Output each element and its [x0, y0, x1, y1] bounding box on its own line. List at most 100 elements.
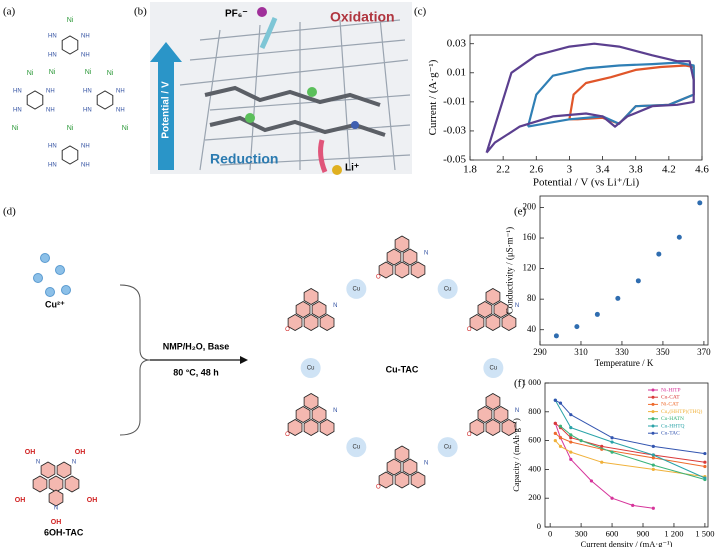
y-tick-label: 200 [528, 492, 541, 502]
series-marker [651, 506, 655, 510]
framework-ring [386, 248, 402, 266]
framework-ring [378, 261, 394, 279]
point [574, 324, 580, 330]
legend-label: Cu-CAT [661, 394, 680, 400]
framework-ring [295, 406, 311, 423]
framework-ring [394, 235, 410, 253]
point [635, 278, 641, 284]
legend-marker [651, 417, 655, 421]
product-label: Cu-TAC [386, 364, 419, 374]
series-marker [651, 453, 655, 457]
framework-ring [469, 419, 485, 436]
atom [307, 87, 317, 97]
n-label: N [72, 460, 76, 466]
legend-marker [651, 424, 655, 428]
cu-label: Cu [307, 366, 315, 372]
ni-label: Ni [67, 17, 74, 24]
conditions: NMP/H₂O, Base [163, 341, 230, 351]
x-axis-label: Temperature / K [595, 358, 654, 368]
ni-label: Ni [85, 69, 92, 76]
cu-label: Cu [444, 286, 452, 292]
series-marker [651, 463, 655, 467]
framework-ring [311, 406, 327, 423]
hn-label: HN [83, 89, 92, 95]
y-tick-label: 0.01 [447, 66, 466, 78]
conditions: 80 °C, 48 h [173, 367, 219, 377]
cu-ion [33, 273, 43, 283]
x-axis-label: Potential / V (vs Li⁺/Li) [533, 177, 640, 189]
legend-label: Cu₃(HHTP)(THQ) [661, 408, 702, 415]
benzene-ring [96, 90, 114, 110]
panel-d: NMP/H₂O, Base 80 °C, 48 h Cu²⁺ 6OH-TAC C… [44, 284, 419, 537]
x-axis-label: Current density / (mA·g⁻¹) [581, 539, 673, 547]
point [676, 234, 682, 240]
panel-label: (c) [414, 6, 427, 18]
cu-ion [61, 285, 71, 295]
y-axis-label: Conductivity / (μS·m⁻¹) [504, 227, 514, 314]
render-bg [150, 2, 412, 174]
y-tick-label: 80 [527, 293, 537, 303]
series-marker [569, 450, 573, 454]
y-tick-label: -0.05 [443, 154, 466, 166]
panel-label: (d) [3, 206, 16, 218]
framework-ring [287, 314, 303, 331]
cu-node [346, 278, 367, 299]
n-label: N [333, 303, 337, 309]
series-marker [610, 496, 614, 500]
framework-ring [386, 458, 402, 476]
atom [351, 121, 359, 129]
n-label: N [54, 506, 58, 512]
o-label: O [467, 327, 472, 333]
legend-label: Cu-HATN [661, 416, 684, 422]
arrow [318, 139, 328, 173]
y-tick-label: 40 [527, 324, 537, 334]
n-label: N [424, 461, 428, 467]
series-line [485, 42, 695, 154]
x-tick-label: 310 [574, 347, 588, 357]
series-marker [600, 444, 604, 448]
legend-marker [651, 431, 655, 435]
framework-ring [394, 445, 410, 463]
n-label: N [36, 460, 40, 466]
ligand-ring [32, 475, 48, 493]
x-tick-label: 3.4 [596, 163, 610, 175]
framework-ring [477, 301, 493, 318]
cu-label: Cu [352, 286, 360, 292]
axis-label: Potential / V [161, 81, 172, 139]
y-tick-label: 800 [528, 406, 541, 416]
point [697, 200, 703, 206]
y-axis-label: Capacity / (mAh·g⁻¹) [511, 418, 521, 492]
series-marker [553, 431, 557, 435]
series-marker [569, 426, 573, 430]
x-tick-label: 600 [606, 529, 619, 539]
ligand-ring [48, 489, 64, 507]
x-tick-label: 300 [575, 529, 588, 539]
series-marker [703, 460, 707, 464]
x-tick-label: 4.6 [695, 163, 709, 175]
legend-label: Cu-TAC [661, 430, 680, 436]
nh-label: NH [81, 34, 90, 40]
point [553, 333, 559, 339]
nh-label: NH [81, 144, 90, 150]
series-marker [610, 436, 614, 440]
ni-label: Ni [12, 125, 19, 132]
n-label: N [424, 251, 428, 257]
point [615, 295, 621, 301]
cu-ion [55, 265, 65, 275]
legend-label: Ni-HITP [661, 387, 681, 393]
x-tick-label: 330 [615, 347, 629, 357]
panel-label: (e) [514, 206, 527, 218]
series-marker [631, 503, 635, 507]
series-marker [558, 424, 563, 428]
oh-label: OH [15, 497, 26, 504]
legend-marker [651, 395, 655, 399]
framework-ring [319, 419, 335, 436]
x-tick-label: 3 [567, 163, 573, 175]
nh-label: NH [81, 163, 90, 169]
framework-ring [303, 288, 319, 305]
series-marker [651, 456, 655, 460]
x-tick-label: 3.8 [629, 163, 643, 175]
benzene-ring [26, 90, 44, 110]
x-tick-label: 2.2 [496, 163, 510, 175]
